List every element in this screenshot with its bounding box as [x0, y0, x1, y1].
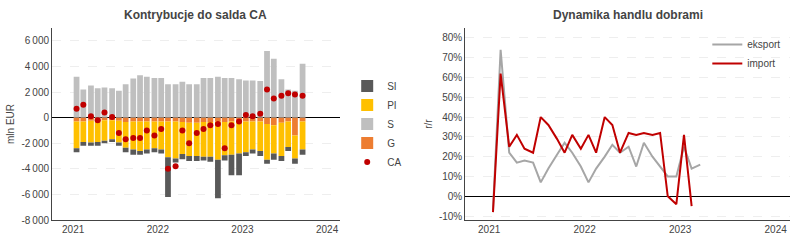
svg-text:-2 000: -2 000: [21, 138, 49, 149]
svg-text:2024: 2024: [765, 224, 788, 235]
svg-text:4 000: 4 000: [25, 61, 50, 72]
svg-text:20%: 20%: [442, 151, 462, 162]
svg-text:SI: SI: [387, 81, 396, 92]
svg-text:G: G: [387, 138, 395, 149]
svg-text:-8 000: -8 000: [21, 215, 49, 226]
svg-text:70%: 70%: [442, 52, 462, 63]
svg-text:2 000: 2 000: [25, 87, 50, 98]
svg-text:import: import: [747, 58, 775, 69]
svg-text:-6 000: -6 000: [21, 189, 49, 200]
svg-text:2023: 2023: [231, 224, 254, 235]
svg-text:eksport: eksport: [747, 39, 780, 50]
svg-text:mln EUR: mln EUR: [5, 104, 16, 144]
svg-text:2022: 2022: [574, 224, 597, 235]
svg-text:60%: 60%: [442, 72, 462, 83]
svg-text:CA: CA: [387, 157, 401, 168]
svg-text:0%: 0%: [448, 191, 463, 202]
svg-text:2021: 2021: [62, 224, 85, 235]
svg-text:PI: PI: [387, 100, 396, 111]
svg-text:2023: 2023: [669, 224, 692, 235]
svg-text:0: 0: [43, 112, 49, 123]
svg-text:r/r: r/r: [423, 119, 434, 129]
svg-text:Dynamika handlu dobrami: Dynamika handlu dobrami: [553, 8, 703, 22]
svg-text:50%: 50%: [442, 92, 462, 103]
svg-text:2022: 2022: [147, 224, 170, 235]
svg-text:S: S: [387, 119, 394, 130]
svg-text:2024: 2024: [316, 224, 339, 235]
svg-text:6 000: 6 000: [25, 35, 50, 46]
svg-text:2021: 2021: [478, 224, 501, 235]
svg-text:80%: 80%: [442, 32, 462, 43]
svg-text:40%: 40%: [442, 112, 462, 123]
svg-text:Kontrybucje do salda CA: Kontrybucje do salda CA: [124, 8, 267, 22]
svg-text:-4 000: -4 000: [21, 163, 49, 174]
svg-text:30%: 30%: [442, 131, 462, 142]
svg-text:10%: 10%: [442, 171, 462, 182]
svg-text:-10%: -10%: [439, 211, 462, 222]
